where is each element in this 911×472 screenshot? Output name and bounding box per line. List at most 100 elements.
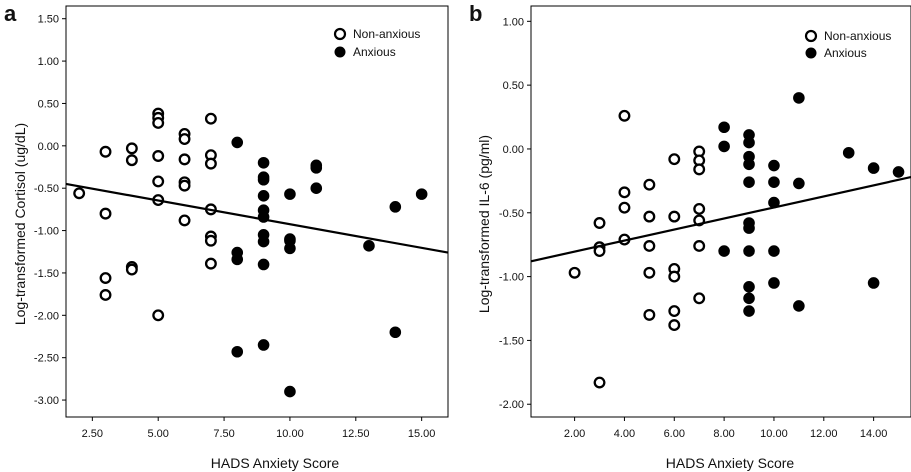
panel-b-x-tick-label: 8.00: [713, 428, 734, 440]
panel-b-point-non-anxious: [643, 210, 656, 223]
panel-a-letter: a: [4, 1, 17, 26]
panel-b-point-non-anxious: [668, 270, 681, 283]
panel-b-x-tick-label: 6.00: [664, 428, 685, 440]
panel-a-point-anxious: [257, 258, 270, 271]
panel-a-x-tick-label: 12.50: [342, 428, 370, 440]
panel-a-point-anxious: [231, 253, 244, 266]
panel-b-point-anxious: [842, 146, 855, 159]
panel-a-point-anxious: [231, 136, 244, 149]
panel-a-point-non-anxious: [178, 214, 191, 227]
panel-b-x-tick-label: 2.00: [564, 428, 585, 440]
panel-a-point-non-anxious: [99, 145, 112, 158]
panel-a-plot-area: 1.50 1.00 0.50 0.00 -0.50 -1.00 -1.50 -2.00 -2.5…: [34, 5, 449, 440]
panel-b-point-non-anxious: [568, 266, 581, 279]
panel-b-point-anxious: [743, 245, 755, 257]
panel-b-point-anxious: [743, 292, 755, 305]
panel-b-point-non-anxious: [643, 266, 656, 279]
panel-a-y-axis-title: Log-transformed Cortisol (ug/dL): [12, 123, 28, 325]
panel-b-letter: b: [469, 1, 482, 26]
panel-a-legend-label-anxious: Anxious: [353, 45, 396, 59]
panel-b-legend-label-non-anxious: Non-anxious: [824, 29, 891, 43]
panel-b-point-non-anxious: [668, 319, 681, 332]
panel-a-y-tick-label: 0.50: [38, 98, 59, 110]
panel-a-point-non-anxious: [99, 272, 112, 284]
panel-b-y-tick-label: 0.00: [503, 144, 524, 156]
panel-b-point-anxious: [892, 166, 905, 178]
panel-a-point-anxious: [257, 173, 270, 186]
panel-a-point-non-anxious: [152, 309, 165, 322]
panel-a-legend-filled-marker: [334, 46, 346, 58]
panel-b-y-axis-title: Log-transformed IL-6 (pg/ml): [476, 135, 492, 313]
panel-b-point-non-anxious: [693, 240, 706, 252]
panel-b-plot-frame: [530, 5, 911, 418]
panel-b-y-tick-label: -2.00: [499, 399, 524, 411]
panel-a-legend: Non-anxious Anxious: [333, 27, 420, 59]
panel-b-x-tick-label: 4.00: [614, 428, 635, 440]
panel-a-y-tick-label: 1.00: [38, 56, 59, 68]
panel-b-x-axis-title: HADS Anxiety Score: [666, 455, 795, 471]
panel-b-point-anxious: [743, 305, 755, 317]
panel-b-point-anxious: [743, 176, 755, 188]
panel-a-y-tick-label: -2.50: [34, 353, 59, 365]
panel-a-y-tick-label: 0.00: [38, 141, 59, 153]
panel-b-point-anxious: [793, 300, 805, 312]
panel-a-point-anxious: [257, 235, 270, 248]
panel-b-y-tick-label: -1.50: [499, 335, 524, 347]
panel-a-y-tick-label: -0.50: [34, 183, 59, 195]
panel-a-x-tick-label: 2.50: [82, 428, 103, 440]
panel-b-legend-label-anxious: Anxious: [824, 46, 867, 60]
panel-a-point-non-anxious: [152, 175, 165, 188]
panel-a-point-anxious: [284, 188, 296, 200]
panel-a-point-anxious: [231, 345, 244, 358]
panel-b-x-tick-label: 12.00: [810, 428, 838, 440]
panel-b-plot-area: 1.00 0.50 0.00 -0.50 -1.00 -1.50 -2.00 2.00 4.00…: [499, 5, 911, 440]
panel-b-point-non-anxious: [618, 201, 631, 214]
panel-a-point-non-anxious: [152, 150, 165, 162]
panel-a-point-non-anxious: [204, 112, 217, 125]
panel-a-x-tick-label: 15.00: [408, 428, 436, 440]
panel-a-point-non-anxious: [204, 257, 217, 270]
panel-b-point-anxious: [743, 281, 755, 293]
panel-a-point-anxious: [257, 339, 270, 351]
panel-b-point-anxious: [743, 158, 755, 171]
panel-a-point-anxious: [310, 162, 323, 174]
panel-a-point-anxious: [257, 156, 270, 169]
panel-a-point-anxious: [415, 188, 428, 200]
panel-b-y-tick-label: 1.00: [503, 16, 524, 28]
panel-a-y-tick-label: -1.00: [34, 226, 59, 238]
panel-a-point-anxious: [389, 201, 402, 213]
panel-b-y-tick-label: 0.50: [503, 80, 524, 92]
panel-b-point-anxious: [718, 140, 730, 153]
panel-b-y-tick-label: -0.50: [499, 208, 524, 220]
panel-b-point-anxious: [768, 245, 780, 257]
panel-b-legend-open-marker: [804, 29, 818, 43]
panel-a-legend-label-non-anxious: Non-anxious: [353, 27, 420, 41]
panel-a-point-non-anxious: [152, 116, 165, 129]
panel-b-point-non-anxious: [693, 202, 706, 215]
panel-b-point-non-anxious: [643, 308, 656, 321]
panel-b-point-non-anxious: [643, 240, 656, 252]
panel-a-point-anxious: [257, 190, 270, 202]
panel-b-point-anxious: [768, 277, 780, 289]
panel-a-point-non-anxious: [73, 187, 86, 200]
panel-b-point-non-anxious: [593, 217, 606, 229]
panel-a-point-non-anxious: [99, 289, 112, 301]
panel-b-point-anxious: [768, 159, 780, 172]
panel-a-x-tick-label: 10.00: [276, 428, 304, 440]
panel-b-point-anxious: [793, 92, 805, 104]
panel-b-y-tick-label: -1.00: [499, 272, 524, 284]
panel-a-point-anxious: [389, 326, 402, 339]
panel-a-legend-open-marker: [333, 27, 347, 41]
panel-b-legend-filled-marker: [805, 47, 817, 59]
panel-b-x-tick-label: 14.00: [860, 428, 888, 440]
panel-a-x-tick-label: 7.50: [213, 428, 234, 440]
panel-a-point-non-anxious: [99, 207, 112, 220]
panel-b-point-non-anxious: [668, 153, 681, 166]
panel-b-il6: b 1.00 0.50 0.00 -0.50 -1.00 -1.50 -2.00 2.00 4.…: [469, 1, 911, 471]
panel-a-y-tick-label: -1.50: [34, 268, 59, 280]
panel-b-point-non-anxious: [668, 305, 681, 318]
panel-a-point-anxious: [363, 240, 375, 252]
panel-b-point-anxious: [718, 245, 730, 257]
panel-b-point-non-anxious: [668, 210, 681, 223]
